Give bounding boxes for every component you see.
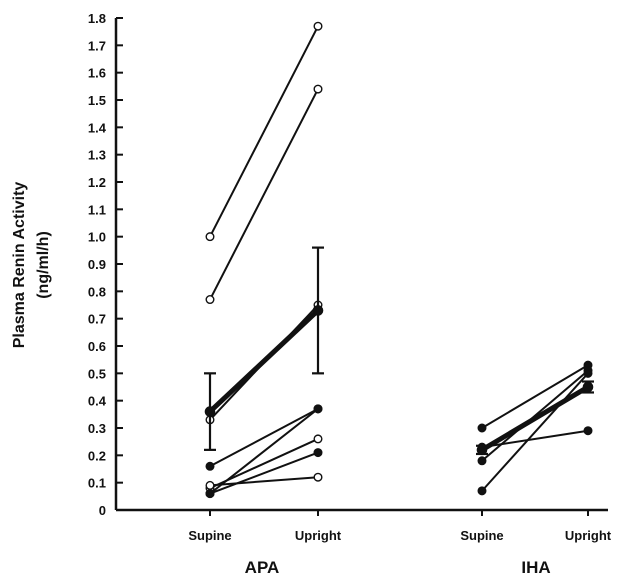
y-tick-label: 1.6 bbox=[88, 66, 106, 81]
open-point bbox=[313, 472, 323, 482]
y-tick-label: 0.5 bbox=[88, 366, 106, 381]
series-line bbox=[209, 451, 319, 495]
mean-point bbox=[312, 305, 324, 316]
y-ticks: 0 0.1 0.2 0.3 0.4 0.5 0.6 0.7 0.8 0.9 1.0 1.1 1.2 1.3… bbox=[88, 11, 123, 518]
series-line bbox=[209, 476, 319, 487]
open-point bbox=[313, 434, 323, 444]
filled-point bbox=[583, 426, 593, 436]
y-tick-label: 0 bbox=[99, 503, 106, 518]
y-tick-label: 0.9 bbox=[88, 257, 106, 272]
y-tick-label: 1.2 bbox=[88, 175, 106, 190]
filled-point bbox=[477, 486, 487, 496]
open-point bbox=[313, 84, 323, 94]
mean-point bbox=[582, 381, 594, 393]
group-label: APA bbox=[245, 558, 280, 577]
y-axis-title-line-1: Plasma Renin Activity bbox=[11, 182, 28, 349]
filled-point bbox=[477, 423, 487, 433]
mean-point bbox=[476, 444, 488, 456]
series-line bbox=[481, 372, 589, 492]
series-line bbox=[209, 25, 319, 238]
y-tick-label: 1.4 bbox=[88, 120, 107, 135]
y-tick-label: 1.8 bbox=[88, 11, 106, 26]
y-tick-label: 0.4 bbox=[88, 394, 107, 409]
y-tick-label: 1.5 bbox=[88, 93, 106, 108]
category-labels: Supine Upright APA Supine Upright IHA bbox=[188, 528, 611, 577]
series-line bbox=[209, 88, 319, 300]
y-tick-label: 0.6 bbox=[88, 339, 106, 354]
y-axis-title-line-2: (ng/ml/h) bbox=[35, 231, 52, 299]
y-tick-label: 0.1 bbox=[88, 476, 106, 491]
open-point bbox=[313, 21, 323, 31]
open-point bbox=[205, 232, 215, 242]
series-line bbox=[481, 364, 589, 429]
y-tick-label: 1.0 bbox=[88, 230, 106, 245]
filled-point bbox=[477, 456, 487, 466]
open-point bbox=[205, 295, 215, 305]
series-line bbox=[209, 438, 319, 490]
mean-line bbox=[480, 384, 590, 453]
mean-series bbox=[204, 246, 594, 456]
y-tick-label: 0.2 bbox=[88, 448, 106, 463]
filled-point bbox=[313, 404, 323, 414]
axes bbox=[114, 18, 608, 516]
data-series bbox=[205, 21, 593, 499]
filled-point bbox=[313, 448, 323, 458]
x-category-label: Upright bbox=[295, 528, 342, 543]
y-tick-label: 0.3 bbox=[88, 421, 106, 436]
mean-line bbox=[208, 308, 320, 414]
filled-point bbox=[583, 368, 593, 378]
y-tick-label: 1.3 bbox=[88, 148, 106, 163]
mean-point bbox=[204, 406, 216, 417]
filled-point bbox=[205, 489, 215, 499]
open-point bbox=[205, 480, 215, 490]
x-category-label: Upright bbox=[565, 528, 612, 543]
series-line bbox=[209, 407, 319, 468]
x-category-label: Supine bbox=[188, 528, 231, 543]
filled-point bbox=[205, 461, 215, 471]
y-tick-label: 1.1 bbox=[88, 202, 106, 217]
group-label: IHA bbox=[521, 558, 550, 577]
y-tick-label: 0.7 bbox=[88, 312, 106, 327]
y-tick-label: 0.8 bbox=[88, 284, 106, 299]
x-category-label: Supine bbox=[460, 528, 503, 543]
series-line bbox=[481, 429, 589, 449]
y-tick-label: 1.7 bbox=[88, 38, 106, 53]
